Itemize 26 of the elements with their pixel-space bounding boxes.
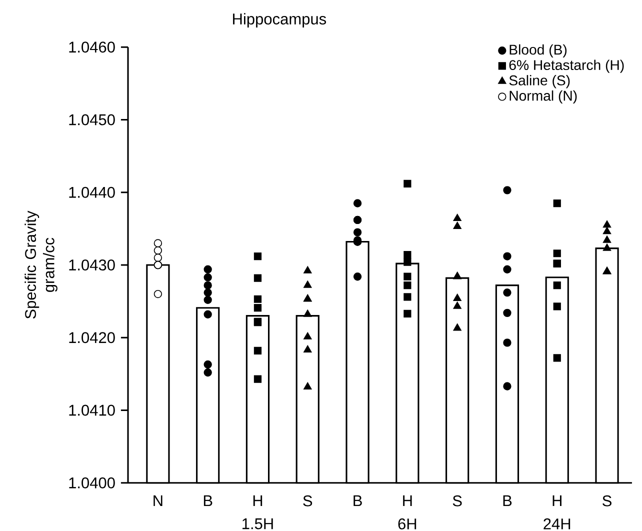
- legend-label: Normal (N): [510, 90, 577, 104]
- x-tick-label: B: [503, 495, 512, 506]
- x-tick-label: B: [354, 495, 362, 506]
- x-tick-label: S: [303, 495, 312, 506]
- x-tick-label: H: [403, 495, 412, 506]
- chart-title: Hippocampus: [233, 13, 326, 28]
- y-tick-label: 1.0410: [69, 404, 115, 416]
- y-tick-label: 1.0420: [69, 332, 115, 344]
- y-axis-title: Specific Gravity gram/cc: [24, 210, 58, 319]
- x-tick-label: H: [253, 495, 262, 506]
- y-tick-label: 1.0440: [69, 186, 115, 198]
- y-tick-label: 1.0430: [69, 260, 115, 270]
- x-tick-label: N: [154, 495, 162, 506]
- x-tick-label: H: [552, 495, 562, 506]
- y-tick-label: 1.0450: [69, 114, 115, 126]
- legend-label: Blood (B): [510, 44, 567, 58]
- x-tick-label: S: [452, 495, 462, 506]
- y-tick-label: 1.0460: [69, 42, 115, 53]
- legend-label: Saline (S): [509, 75, 570, 88]
- legend-label: 6% Hetastarch (H): [509, 60, 624, 73]
- y-tick-label: 1.0400: [69, 477, 115, 488]
- x-tick-label: B: [204, 495, 212, 506]
- x-tick-label: S: [602, 495, 612, 506]
- text: 1.5H: [242, 518, 273, 530]
- text: 24H: [544, 518, 570, 530]
- text: 6H: [398, 518, 416, 530]
